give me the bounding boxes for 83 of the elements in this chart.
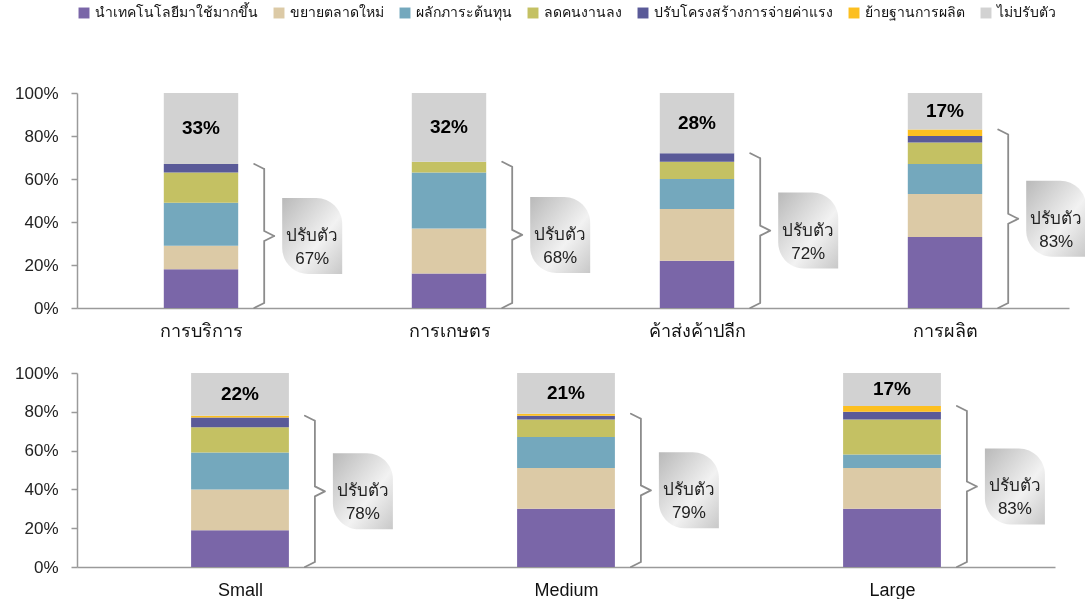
bar <box>659 179 735 210</box>
y-tick-label: 100% <box>15 363 59 383</box>
bar <box>659 209 735 261</box>
data-label: 21% <box>546 382 586 404</box>
x-tick-label: Small <box>217 579 264 600</box>
bar <box>843 454 941 469</box>
bar <box>843 419 941 455</box>
bar <box>163 93 239 164</box>
annotation: ปรับตัว 67% <box>286 225 339 268</box>
x-tick-label: การบริการ <box>160 320 243 341</box>
y-tick-label: 40% <box>24 212 59 232</box>
x-tick-label: การผลิต <box>913 320 978 341</box>
bar <box>411 273 487 308</box>
y-tick-label: 20% <box>24 518 59 538</box>
data-label: 17% <box>872 378 912 400</box>
x-tick-label: Large <box>869 579 916 600</box>
bar <box>659 153 735 162</box>
bar <box>411 172 487 229</box>
bar <box>517 415 615 420</box>
y-tick-label: 60% <box>24 441 59 461</box>
bar <box>907 93 983 130</box>
bar <box>163 269 239 308</box>
legend-label: ย้ายฐานการผลิต <box>865 4 965 21</box>
annotation: ปรับตัว 83% <box>1030 208 1083 251</box>
y-tick-label: 0% <box>33 298 59 318</box>
y-tick-label: 20% <box>24 255 59 275</box>
y-tick-label: 40% <box>24 479 59 499</box>
bar <box>163 245 239 270</box>
legend-label: ขยายตลาดใหม่ <box>290 4 384 20</box>
bar <box>191 489 289 531</box>
bar <box>411 93 487 162</box>
bar <box>191 427 289 453</box>
bar <box>659 93 735 154</box>
bar <box>659 260 735 308</box>
bar <box>843 468 941 509</box>
x-tick-label: ค้าส่งค้าปลีก <box>649 320 746 341</box>
data-label: 32% <box>429 116 469 138</box>
data-label: 22% <box>220 383 260 405</box>
bar <box>191 373 289 416</box>
annotation: ปรับตัว 78% <box>336 481 389 524</box>
bar <box>191 530 289 567</box>
legend-label: ปรับโครงสร้างการจ่ายค่าแรง <box>654 4 833 20</box>
data-label: 28% <box>677 112 717 134</box>
bar <box>907 237 983 308</box>
x-tick-label: การเกษตร <box>408 320 491 341</box>
y-tick-label: 60% <box>24 169 59 189</box>
annotation: ปรับตัว 83% <box>988 476 1041 519</box>
annotation: ปรับตัว 72% <box>782 220 835 263</box>
bar <box>163 172 239 203</box>
bar <box>517 419 615 438</box>
bar <box>843 411 941 420</box>
bar <box>163 202 239 246</box>
bar <box>907 194 983 238</box>
legend-label: ผลักภาระต้นทุน <box>416 4 512 21</box>
bar <box>191 452 289 490</box>
y-tick-label: 0% <box>33 557 59 577</box>
y-tick-label: 80% <box>24 402 59 422</box>
bar <box>517 508 615 567</box>
data-label: 33% <box>181 117 221 139</box>
bar <box>907 142 983 164</box>
bar <box>191 417 289 428</box>
x-tick-label: Medium <box>534 579 599 600</box>
annotation: ปรับตัว 68% <box>534 224 587 267</box>
legend-label: ไม่ปรับตัว <box>996 4 1056 20</box>
bar <box>907 136 983 143</box>
bar <box>907 129 983 136</box>
legend-label: นำเทคโนโลยีมาใช้มากขึ้น <box>95 2 258 20</box>
bar <box>843 508 941 567</box>
bar <box>163 163 239 173</box>
y-tick-label: 100% <box>15 83 59 103</box>
bar <box>517 373 615 414</box>
bar <box>517 468 615 509</box>
annotation: ปรับตัว 79% <box>662 480 715 523</box>
data-label: 17% <box>925 100 965 122</box>
bar <box>411 228 487 274</box>
bar <box>843 405 941 412</box>
y-tick-label: 80% <box>24 126 59 146</box>
bar <box>411 161 487 173</box>
legend-label: ลดคนงานลง <box>544 4 622 20</box>
bar <box>517 437 615 469</box>
bar <box>843 373 941 406</box>
bar <box>659 161 735 179</box>
bar <box>907 163 983 195</box>
